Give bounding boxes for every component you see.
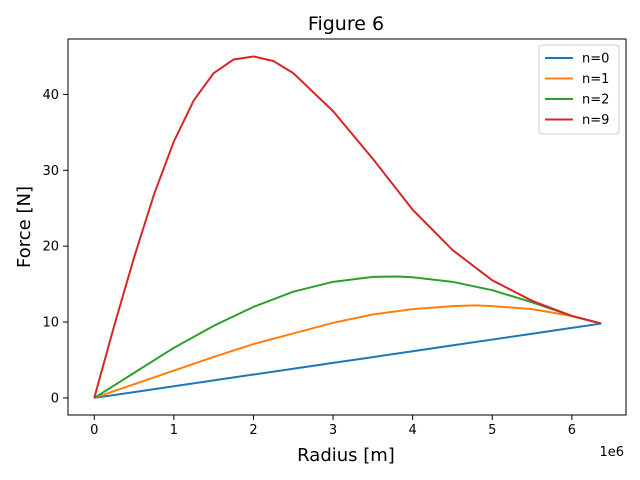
plot-area: 0 1 2 3 4 5 6 0 10 20 30 40 n=0 n=1 n=2 n=9	[42, 38, 627, 438]
y-tick-label: 30	[42, 164, 59, 179]
x-axis-title: Radius [m]	[297, 445, 395, 466]
legend-label-0: n=0	[582, 52, 609, 67]
axes-frame	[67, 38, 627, 416]
chart-title: Figure 6	[308, 13, 384, 35]
x-tick-label: 1	[170, 423, 178, 438]
x-tick-label: 2	[249, 423, 257, 438]
series-line-2	[93, 275, 602, 399]
series-line-1	[93, 304, 602, 399]
x-tick-label: 3	[329, 423, 337, 438]
legend-label-3: n=9	[582, 113, 609, 128]
y-tick-label: 0	[51, 391, 59, 406]
y-axis-title: Force [N]	[14, 186, 35, 268]
x-tick-label: 4	[409, 423, 417, 438]
x-tick-label: 6	[568, 423, 576, 438]
series-line-0	[94, 322, 602, 399]
legend-box	[538, 44, 620, 135]
x-tick-label: 5	[488, 423, 496, 438]
y-tick-label: 10	[42, 316, 59, 331]
y-tick-label: 40	[42, 88, 59, 103]
legend-label-2: n=2	[582, 93, 609, 108]
y-tick-label: 20	[42, 240, 59, 255]
x-axis-offset-text: 1e6	[599, 445, 624, 460]
x-tick-label: 0	[90, 423, 98, 438]
legend-label-1: n=1	[582, 72, 609, 87]
series-line-3	[93, 55, 602, 399]
